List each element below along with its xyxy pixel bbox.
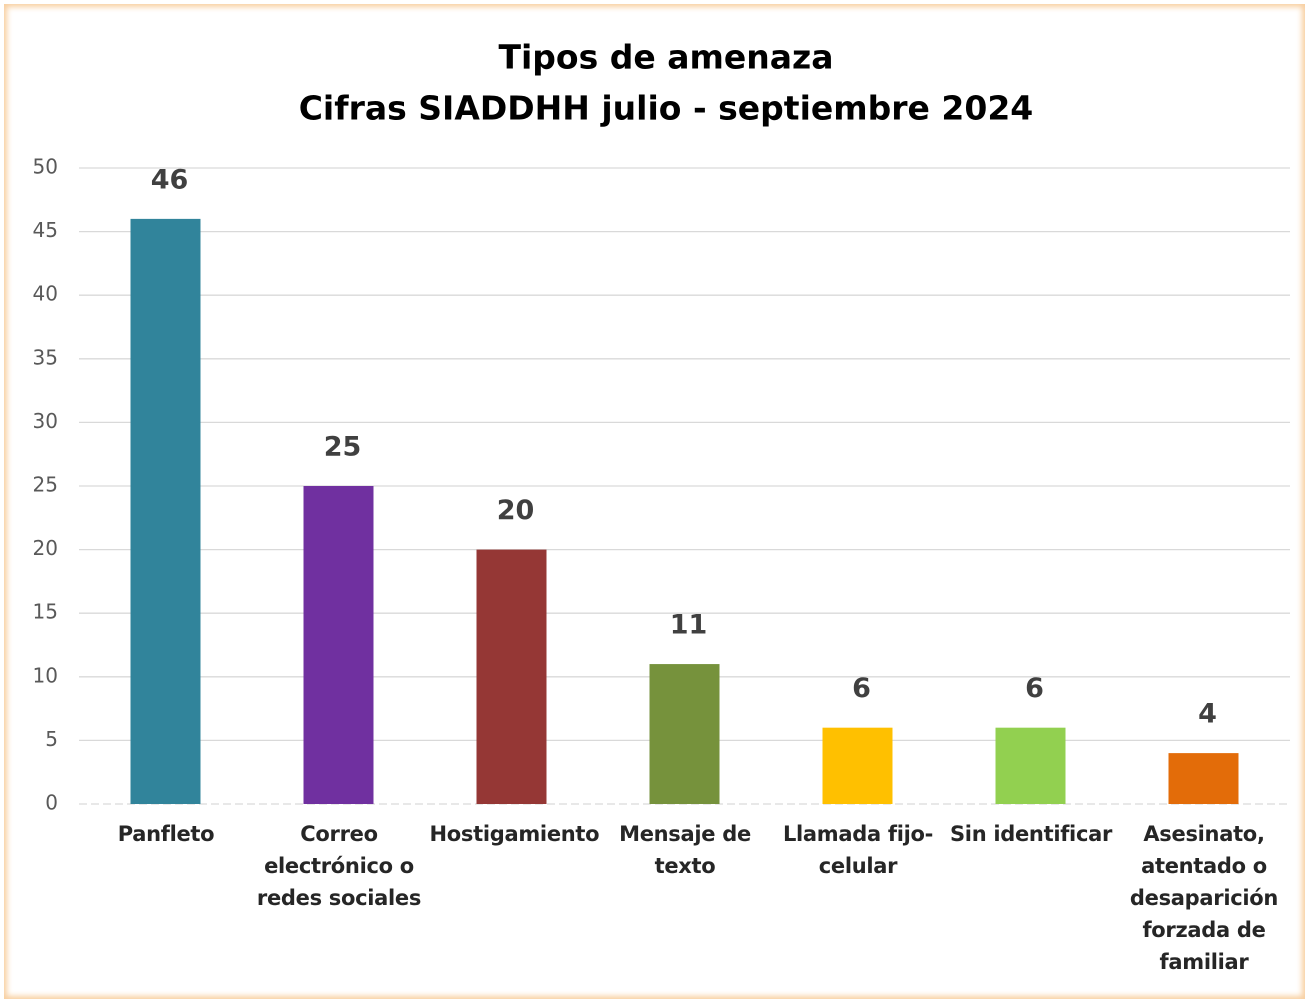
- bar: [649, 664, 720, 804]
- y-tick-label: 45: [33, 218, 58, 242]
- chart-subtitle: Cifras SIADDHH julio - septiembre 2024: [299, 89, 1034, 128]
- y-tick-label: 30: [33, 409, 58, 433]
- bar: [476, 549, 547, 804]
- x-tick-label: Llamada fijo-celular: [782, 822, 934, 878]
- bar: [822, 727, 893, 804]
- y-tick-label: 40: [33, 282, 58, 306]
- data-label: 46: [151, 164, 189, 195]
- chart: Tipos de amenaza Cifras SIADDHH julio - …: [33, 38, 1290, 815]
- data-label: 4: [1198, 699, 1217, 730]
- chart-title: Tipos de amenaza: [498, 38, 833, 77]
- y-tick-label: 0: [45, 791, 58, 815]
- x-tick-label: Panfleto: [117, 822, 215, 846]
- y-tick-label: 35: [33, 345, 58, 369]
- bar: [303, 486, 374, 804]
- x-tick-label: Asesinato, atentado o desaparición forza…: [1129, 822, 1279, 974]
- y-tick-label: 25: [33, 473, 58, 497]
- data-label: 11: [670, 610, 708, 641]
- data-label: 25: [324, 432, 362, 463]
- x-tick-label: Sin identificar: [949, 822, 1113, 846]
- data-label: 20: [497, 495, 535, 526]
- x-tick-label: Correo electrónico o redes sociales: [256, 822, 422, 910]
- bar: [1168, 753, 1239, 804]
- x-tick-label: Hostigamiento: [429, 822, 600, 846]
- chart-container: Tipos de amenaza Cifras SIADDHH julio - …: [4, 4, 1305, 999]
- data-label: 6: [852, 673, 871, 704]
- y-tick-label: 10: [33, 663, 58, 687]
- bar: [995, 727, 1066, 804]
- y-tick-label: 5: [45, 727, 58, 751]
- y-tick-label: 20: [33, 536, 58, 560]
- x-tick-label: Mensaje de texto: [619, 822, 751, 878]
- y-tick-label: 15: [33, 600, 58, 624]
- bar: [130, 218, 201, 804]
- data-label: 6: [1025, 673, 1044, 704]
- y-tick-label: 50: [33, 155, 58, 179]
